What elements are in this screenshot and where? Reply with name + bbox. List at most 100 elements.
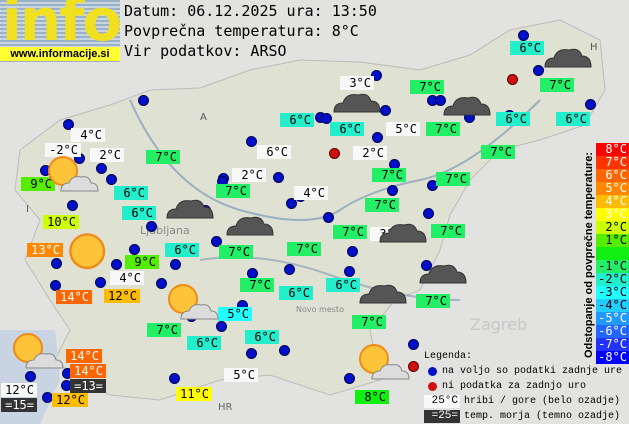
map-label: A [200,112,207,123]
overcast-cloud-icon [165,188,219,234]
station-dot[interactable] [533,65,544,76]
station-dot[interactable] [216,321,227,332]
scale-step: -8°C [596,351,629,364]
temperature-label: 6°C [326,278,360,292]
overcast-cloud-icon [378,212,432,258]
legend-mountain: hribi / gore (belo ozadje) [464,396,621,407]
scale-step: -5°C [596,312,629,325]
station-dot[interactable] [170,259,181,270]
station-dot[interactable] [344,373,355,384]
scale-step: 1°C [596,234,629,247]
station-dot[interactable] [67,200,78,211]
station-dot[interactable] [423,208,434,219]
scale-step: 8°C [596,143,629,156]
station-dot[interactable] [408,361,419,372]
temperature-label: 7°C [426,122,460,136]
temperature-label: 6°C [245,330,279,344]
overcast-cloud-icon [225,205,279,251]
station-dot[interactable] [95,277,106,288]
station-dot[interactable] [323,212,334,223]
station-dot[interactable] [321,113,332,124]
station-dot[interactable] [106,174,117,185]
temperature-label: 7°C [287,242,321,256]
station-dot[interactable] [63,119,74,130]
overcast-cloud-icon [442,85,496,131]
station-dot[interactable] [387,185,398,196]
station-dot[interactable] [96,163,107,174]
temperature-label: 7°C [436,172,470,186]
legend-missing: ni podatka za zadnjo uro [442,381,587,392]
station-dot[interactable] [344,266,355,277]
station-dot[interactable] [273,172,284,183]
station-dot[interactable] [421,260,432,271]
deviation-scale: 8°C 7°C 6°C 5°C 4°C 3°C 2°C 1°C -1°C -2°C -3°C -4°C… [596,143,629,364]
logo[interactable]: info www.informacije.si [0,0,120,62]
station-dot[interactable] [408,339,419,350]
temperature-label: 6°C [122,206,156,220]
station-dot[interactable] [111,259,122,270]
temperature-label: 2°C [90,148,124,162]
station-dot[interactable] [380,105,391,116]
mountain-sample: 25°C [424,395,460,408]
temperature-label: 6°C [496,112,530,126]
partly-cloudy-icon [358,343,412,389]
station-dot[interactable] [507,74,518,85]
scale-step: -6°C [596,325,629,338]
map-label: HR [218,402,233,413]
temperature-label: 5°C [224,368,258,382]
temperature-label: 5°C [218,307,252,321]
temperature-label: 11°C [176,387,212,401]
temperature-label: 9°C [125,255,159,269]
sea-sample: =25= [424,410,460,423]
scale-step: -7°C [596,338,629,351]
station-dot[interactable] [246,348,257,359]
logo-text: info [2,0,120,54]
temperature-label: 7°C [352,315,386,329]
station-dot[interactable] [156,278,167,289]
temperature-label: 7°C [365,198,399,212]
station-dot[interactable] [25,371,36,382]
scale-step [596,247,629,260]
station-dot[interactable] [286,198,297,209]
legend-ok: na voljo so podatki zadnje ure [442,366,623,377]
map-label: H [590,42,598,53]
temperature-label: =13= [70,379,106,393]
scale-step: 3°C [596,208,629,221]
temperature-label: 14°C [56,290,92,304]
average-temperature: Povprečna temperatura: 8°C [124,22,359,40]
temperature-label: 12°C [104,289,140,303]
station-dot[interactable] [585,99,596,110]
station-dot[interactable] [50,280,61,291]
map-label: Zagreb [470,315,527,334]
logo-url[interactable]: www.informacije.si [0,47,120,61]
station-dot[interactable] [138,95,149,106]
station-dot[interactable] [371,70,382,81]
overcast-cloud-icon [543,37,597,83]
temperature-label: 5°C [386,122,420,136]
temperature-label: 3°C [340,76,374,90]
temperature-label: 4°C [110,271,144,285]
station-dot[interactable] [435,95,446,106]
temperature-label: 4°C [71,128,105,142]
station-dot[interactable] [279,345,290,356]
station-dot[interactable] [372,132,383,143]
temperature-label: 6°C [165,243,199,257]
temperature-label: 6°C [280,113,314,127]
station-dot[interactable] [51,258,62,269]
scale-title: Odstopanje od povprečne temperature: [583,152,595,358]
station-dot[interactable] [347,246,358,257]
station-dot[interactable] [284,264,295,275]
station-dot[interactable] [146,221,157,232]
temperature-label: 12°C [52,393,88,407]
station-dot[interactable] [518,30,529,41]
temperature-label: -2°C [45,143,81,157]
station-dot[interactable] [246,136,257,147]
temperature-label: 6°C [556,112,590,126]
station-dot[interactable] [129,244,140,255]
temperature-label: 6°C [510,41,544,55]
station-dot[interactable] [329,148,340,159]
blue-dot-icon [428,367,437,376]
station-dot[interactable] [211,236,222,247]
station-dot[interactable] [169,373,180,384]
temperature-label: 7°C [147,323,181,337]
